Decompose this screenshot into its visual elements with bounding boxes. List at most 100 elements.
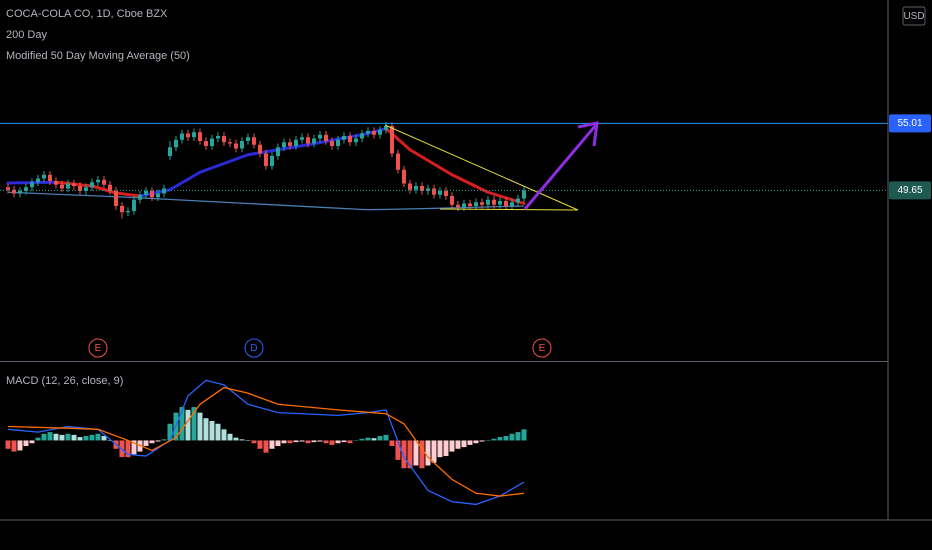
histogram-bar <box>287 440 293 444</box>
histogram-bar <box>341 440 347 443</box>
histogram-bar <box>125 440 131 458</box>
candle-body <box>209 138 214 146</box>
histogram-bar <box>365 437 371 441</box>
histogram-bar <box>419 440 425 469</box>
histogram-bar <box>515 432 521 441</box>
candle-body <box>407 183 412 190</box>
histogram-bar <box>35 437 41 441</box>
histogram-bar <box>395 440 401 460</box>
candle-body <box>179 133 184 140</box>
histogram-bar <box>335 440 341 444</box>
histogram-bar <box>467 440 473 445</box>
candle-body <box>311 138 316 144</box>
histogram-bar <box>143 440 149 447</box>
histogram-bar <box>263 440 269 453</box>
candle-body <box>431 188 436 195</box>
candle-body <box>197 132 202 141</box>
candle-body <box>191 132 196 138</box>
candle-body <box>173 139 178 148</box>
histogram-bar <box>245 440 251 441</box>
histogram-bar <box>149 440 155 444</box>
histogram-bar <box>17 440 23 451</box>
candle-body <box>53 181 58 185</box>
candle-body <box>23 187 28 191</box>
histogram-bar <box>131 440 137 455</box>
histogram-bar <box>179 407 185 441</box>
candle-body <box>11 189 16 194</box>
histogram-bar <box>455 440 461 449</box>
histogram-bar <box>107 440 113 441</box>
histogram-bar <box>353 440 359 441</box>
histogram-bar <box>401 440 407 469</box>
event-marker <box>532 338 552 358</box>
histogram-bar <box>323 440 329 444</box>
candle-body <box>95 179 100 183</box>
histogram-bar <box>197 412 203 441</box>
event-marker <box>88 338 108 358</box>
moving-average-segment <box>90 184 118 195</box>
moving-average-segment <box>198 153 250 174</box>
candle-body <box>341 136 346 140</box>
histogram-bar <box>65 433 71 441</box>
histogram-bar <box>101 435 107 441</box>
candle-body <box>239 141 244 149</box>
histogram-bar <box>389 440 395 447</box>
candle-body <box>257 144 262 154</box>
price-label-box <box>889 181 931 200</box>
candle-body <box>17 191 22 194</box>
candle-body <box>401 169 406 184</box>
histogram-bar <box>479 440 485 442</box>
candle-body <box>365 131 370 134</box>
histogram-bar <box>269 440 275 449</box>
histogram-bar <box>161 439 167 441</box>
candle-body <box>293 139 298 146</box>
histogram-bar <box>485 440 491 441</box>
candle-body <box>413 186 418 190</box>
legend-entry: Modified 50 Day Moving Average (50) <box>6 50 190 62</box>
histogram-bar <box>461 440 467 448</box>
candle-body <box>161 188 166 194</box>
candle-body <box>335 139 340 146</box>
candle-body <box>167 147 172 156</box>
candle-body <box>467 203 472 206</box>
candle-body <box>479 202 484 205</box>
candle-body <box>497 201 502 205</box>
histogram-bar <box>251 440 257 444</box>
histogram-bar <box>59 434 65 441</box>
histogram-bar <box>227 433 233 441</box>
histogram-bar <box>95 433 101 441</box>
histogram-bar <box>437 440 443 458</box>
candle-body <box>65 183 70 189</box>
histogram-bar <box>491 438 497 441</box>
moving-average-segment <box>168 170 202 192</box>
candle-body <box>275 147 280 156</box>
histogram-bar <box>215 423 221 441</box>
candle-body <box>35 178 40 183</box>
histogram-bar <box>317 440 323 442</box>
candle-body <box>269 156 274 166</box>
histogram-bar <box>497 437 503 441</box>
candle-body <box>473 202 478 206</box>
histogram-bar <box>299 440 305 442</box>
trend-line <box>384 124 579 211</box>
candle-body <box>437 191 442 195</box>
price-label: 49.65 <box>897 185 922 196</box>
moving-average-segment <box>114 191 142 198</box>
candle-body <box>83 187 88 191</box>
candle-body <box>29 182 34 188</box>
histogram-bar <box>503 435 509 441</box>
candle-body <box>455 204 460 208</box>
histogram-bar <box>431 440 437 463</box>
candle-body <box>383 126 388 130</box>
histogram-bar <box>191 407 197 441</box>
candle-body <box>461 203 466 208</box>
candle-body <box>185 133 190 138</box>
histogram-bar <box>71 434 77 441</box>
histogram-bar <box>443 440 449 457</box>
candle-body <box>5 187 10 190</box>
price-axis <box>888 0 932 550</box>
candle-body <box>101 179 106 185</box>
projection-arrow <box>523 124 598 210</box>
histogram-bar <box>281 440 287 444</box>
